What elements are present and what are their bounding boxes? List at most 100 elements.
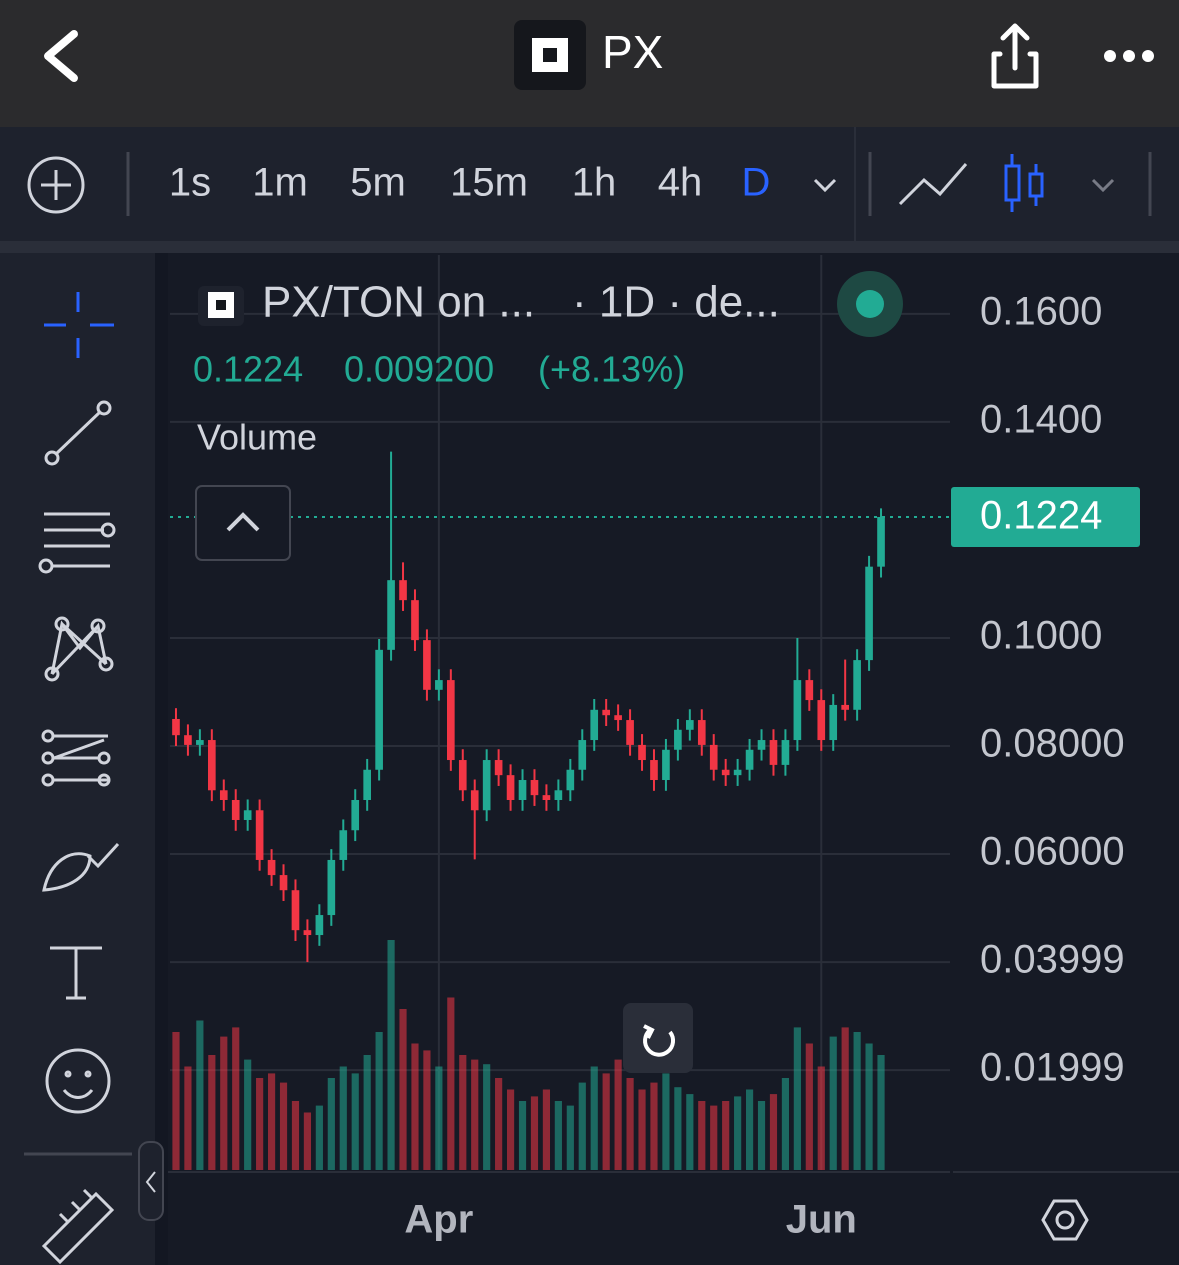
volume-bar bbox=[566, 1105, 574, 1170]
interval-button[interactable]: 4h bbox=[658, 161, 703, 205]
candle-body bbox=[375, 649, 383, 770]
volume-bar bbox=[291, 1101, 300, 1170]
volume-bar bbox=[853, 1032, 861, 1170]
emoji-tool[interactable] bbox=[45, 1048, 111, 1114]
candle-body bbox=[602, 709, 610, 716]
interval-dropdown[interactable] bbox=[813, 178, 837, 193]
collapse-legend[interactable] bbox=[195, 485, 291, 561]
candle-body bbox=[291, 890, 300, 931]
volume-bar bbox=[829, 1036, 837, 1170]
interval-button[interactable]: 1s bbox=[169, 161, 211, 205]
ruler-tool[interactable] bbox=[41, 1188, 115, 1265]
candle-body bbox=[638, 744, 646, 761]
interval-button[interactable]: 15m bbox=[450, 161, 528, 205]
text-tool[interactable] bbox=[50, 946, 102, 1000]
candle-body bbox=[829, 704, 838, 741]
volume-bar bbox=[435, 1066, 443, 1170]
candle-body bbox=[674, 729, 682, 750]
volume-bar bbox=[638, 1089, 646, 1170]
fib-tool[interactable] bbox=[41, 729, 111, 787]
volume-bar bbox=[447, 997, 455, 1170]
volume-bar bbox=[518, 1101, 527, 1170]
volume-bar bbox=[865, 1043, 873, 1170]
trend-line-tool[interactable] bbox=[44, 400, 112, 466]
volume-bar bbox=[196, 1020, 204, 1170]
volume-bar bbox=[172, 1032, 180, 1170]
candle-body bbox=[650, 760, 658, 781]
volume-bar bbox=[232, 1027, 240, 1170]
more-button[interactable] bbox=[1104, 50, 1154, 62]
candle-body bbox=[721, 769, 730, 776]
interval-button[interactable]: 1h bbox=[572, 161, 617, 205]
volume-bar bbox=[327, 1078, 335, 1170]
candle-body bbox=[578, 740, 587, 770]
y-tick-label: 0.03999 bbox=[980, 938, 1125, 982]
candle-body bbox=[447, 680, 455, 761]
candle-body bbox=[590, 709, 599, 741]
volume-bar bbox=[208, 1055, 216, 1170]
back-button[interactable] bbox=[44, 30, 78, 82]
crosshair-tool[interactable] bbox=[44, 292, 114, 358]
logo-mark-inner bbox=[543, 48, 557, 62]
chart-type-dropdown[interactable] bbox=[1091, 178, 1115, 193]
volume-bar bbox=[734, 1096, 742, 1170]
candle-body bbox=[184, 735, 192, 745]
last-price-tag bbox=[951, 486, 1140, 547]
reset-button[interactable] bbox=[623, 1003, 693, 1073]
add-button[interactable] bbox=[27, 156, 85, 214]
legend-price: 0.1224 bbox=[193, 349, 303, 390]
candle-body bbox=[853, 660, 861, 710]
header-title: PX bbox=[602, 26, 663, 78]
volume-bar bbox=[650, 1082, 658, 1170]
y-tick-label: 0.08000 bbox=[980, 722, 1125, 766]
volume-bar bbox=[303, 1112, 312, 1170]
volume-bar bbox=[554, 1101, 562, 1170]
volume-bar bbox=[841, 1027, 849, 1170]
share-button[interactable] bbox=[991, 23, 1039, 89]
candle-body bbox=[566, 769, 575, 791]
candle-body bbox=[411, 600, 419, 641]
volume-bar bbox=[817, 1066, 825, 1170]
volume-bar bbox=[267, 1073, 276, 1170]
legend-logo-inner bbox=[216, 300, 226, 310]
candle-body bbox=[865, 566, 873, 661]
intervals: 1s 1m 5m 15m 1h 4h D bbox=[169, 161, 771, 205]
candle-body bbox=[554, 790, 563, 801]
candle-body bbox=[219, 790, 228, 801]
candle-body bbox=[435, 680, 443, 690]
candle-body bbox=[279, 875, 288, 891]
settings-button[interactable] bbox=[1041, 1199, 1089, 1241]
volume-bar bbox=[256, 1078, 264, 1170]
candle-body bbox=[303, 930, 312, 936]
volume-bar bbox=[459, 1055, 467, 1170]
volume-bar bbox=[877, 1055, 885, 1170]
horizontal-lines-tool[interactable] bbox=[38, 512, 116, 574]
volume-bar bbox=[220, 1036, 228, 1170]
candle-body bbox=[327, 859, 336, 916]
volume-bar bbox=[184, 1066, 192, 1170]
pattern-tool[interactable] bbox=[44, 616, 114, 682]
candle-body bbox=[542, 795, 551, 801]
volume-bar bbox=[578, 1082, 586, 1170]
y-tick-label: 0.01999 bbox=[980, 1046, 1125, 1090]
candle-body bbox=[769, 740, 778, 765]
candle-body bbox=[733, 769, 742, 776]
candle-body bbox=[781, 740, 790, 765]
candle-body bbox=[172, 718, 180, 736]
line-chart-button[interactable] bbox=[898, 163, 968, 206]
brush-tool[interactable] bbox=[42, 842, 120, 892]
collapse-toolbar[interactable] bbox=[138, 1141, 164, 1221]
interval-toolbar bbox=[0, 127, 1179, 241]
y-tick-label: 0.1400 bbox=[980, 397, 1102, 441]
candle-body bbox=[315, 915, 324, 936]
interval-button[interactable]: 1m bbox=[252, 161, 308, 205]
interval-button[interactable]: D bbox=[742, 161, 771, 205]
volume-bar bbox=[244, 1059, 252, 1170]
candle-body bbox=[530, 780, 539, 796]
volume-bar bbox=[674, 1087, 682, 1170]
y-tick-label: 0.1600 bbox=[980, 289, 1102, 333]
interval-button[interactable]: 5m bbox=[350, 161, 406, 205]
volume-bar bbox=[423, 1050, 431, 1170]
candle-body bbox=[709, 744, 718, 770]
candle-chart-button[interactable] bbox=[1004, 154, 1044, 212]
